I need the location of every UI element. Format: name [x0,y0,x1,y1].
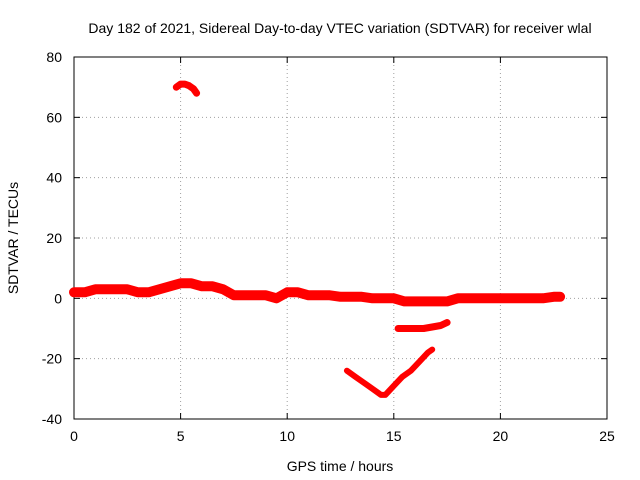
x-axis-label: GPS time / hours [287,458,394,474]
x-tick-label: 15 [386,428,402,444]
x-tick-labels: 0 5 10 15 20 25 [70,428,615,444]
y-tick-label: 40 [46,170,62,186]
y-tick-label: 0 [54,290,62,306]
x-tick-label: 0 [70,428,78,444]
series-offset-segment [394,319,451,332]
x-tick-label: 10 [279,428,295,444]
x-tick-label: 5 [177,428,185,444]
y-tick-label: -40 [42,411,62,427]
chart-title: Day 182 of 2021, Sidereal Day-to-day VTE… [88,20,591,36]
y-tick-label: 20 [46,230,62,246]
series-layer [69,80,566,398]
plot-frame [73,56,608,420]
y-tick-label: -20 [42,351,62,367]
y-tick-labels: -40 -20 0 20 40 60 80 [42,49,62,427]
ticks [73,56,608,420]
grid [74,57,607,419]
series-upper-arc [172,80,201,97]
x-tick-label: 20 [493,428,509,444]
x-tick-label: 25 [599,428,615,444]
series-v-dip [343,346,436,398]
y-tick-label: 80 [46,49,62,65]
series-main-track [69,278,566,307]
y-axis-label: SDTVAR / TECUs [5,182,21,294]
y-tick-label: 60 [46,109,62,125]
